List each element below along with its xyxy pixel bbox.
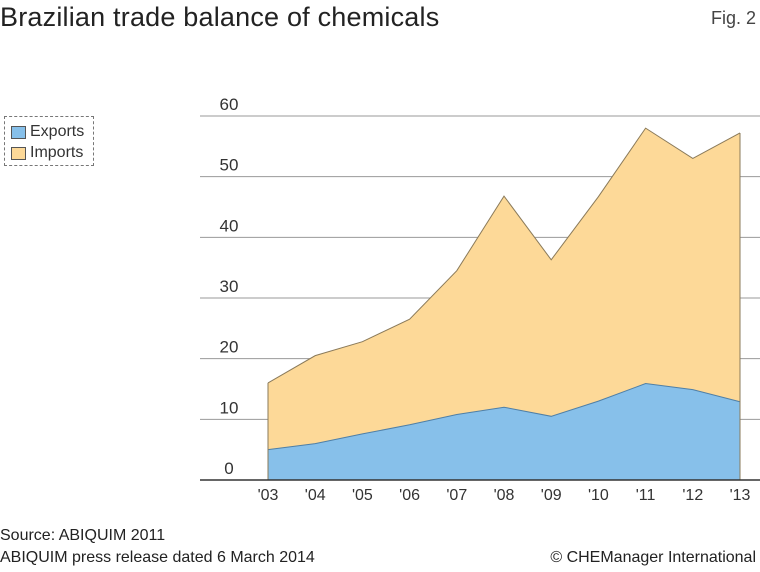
x-tick-label-3: '06 [399,487,420,504]
legend-label-imports: Imports [30,144,84,161]
copyright-note: © CHEManager International [550,549,756,566]
x-tick-label-2: '05 [352,487,373,504]
figure-label: Fig. 2 [710,8,756,28]
x-tick-label-9: '12 [682,487,703,504]
source-line-1: Source: ABIQUIM 2011 [0,527,166,544]
x-tick-label-1: '04 [305,487,326,504]
source-line-2: ABIQUIM press release dated 6 March 2014 [0,549,315,566]
x-tick-label-5: '08 [494,487,515,504]
y-tick-label-40: 40 [220,216,239,235]
y-tick-label-30: 30 [220,277,239,296]
legend-swatch-exports [11,125,26,139]
legend-swatch-imports [11,146,26,160]
legend-label-exports: Exports [30,123,85,140]
series-line-exports [267,383,741,451]
y-tick-label-0: 0 [224,459,233,478]
x-tick-label-10: '13 [730,487,751,504]
x-tick-label-8: '11 [636,487,656,504]
x-tick-label-7: '10 [588,487,609,504]
source-note: Source: ABIQUIM 2011 ABIQUIM press relea… [0,525,315,569]
x-tick-label-0: '03 [258,487,279,504]
series-line-imports [267,127,741,384]
y-tick-label-20: 20 [220,338,239,357]
y-tick-label-50: 50 [220,156,239,175]
legend-item-imports: Imports [11,144,83,162]
legend-item-exports: Exports [11,123,84,141]
x-tick-label-6: '09 [541,487,562,504]
series-area-exports [268,383,740,480]
y-tick-label-60: 60 [220,95,239,114]
legend: Exports Imports [4,116,94,166]
x-tick-label-4: '07 [446,487,467,504]
page-title: Brazilian trade balance of chemicals [0,2,440,32]
y-tick-label-10: 10 [220,398,239,417]
